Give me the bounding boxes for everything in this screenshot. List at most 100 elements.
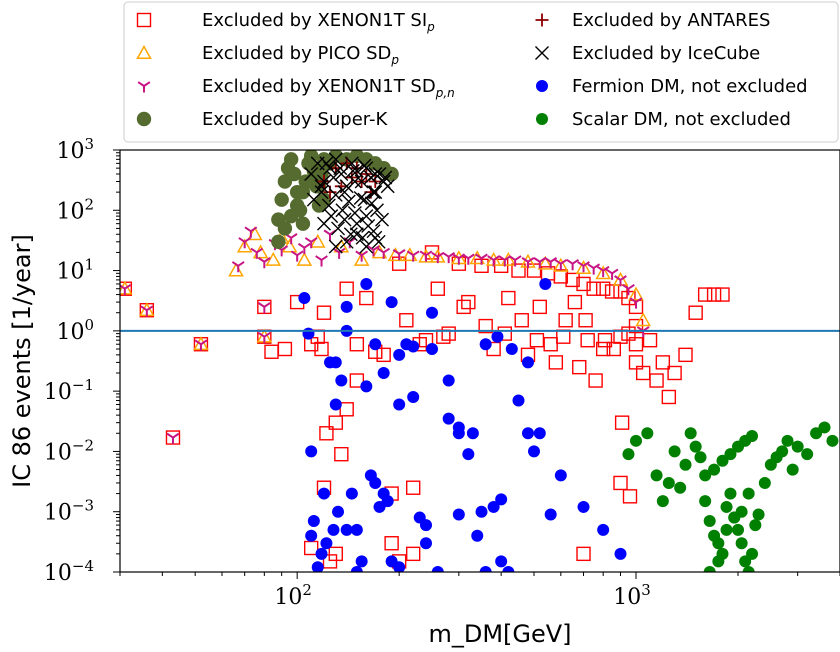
legend: Excluded by XENON1T SIp Excluded by PICO … <box>123 1 839 143</box>
y-axis-label: IC 86 events [1/year] <box>8 234 36 488</box>
data-point <box>479 338 492 351</box>
data-point <box>533 427 546 440</box>
data-point <box>309 233 326 248</box>
data-point <box>577 500 590 513</box>
data-point <box>350 566 363 572</box>
data-point <box>544 257 558 269</box>
data-point <box>475 253 488 265</box>
legend-label: Scalar DM, not excluded <box>572 109 791 130</box>
data-point <box>302 327 315 340</box>
data-point <box>529 332 545 348</box>
data-point <box>749 519 762 532</box>
data-point <box>257 302 271 314</box>
data-point <box>521 356 534 369</box>
data-point <box>283 152 299 167</box>
data-point <box>577 261 590 273</box>
data-point <box>575 260 592 275</box>
data-point <box>614 547 627 560</box>
data-point <box>614 275 627 287</box>
data-point <box>340 523 353 536</box>
data-point <box>668 445 681 458</box>
data-point <box>572 359 587 375</box>
legend-marker <box>536 113 548 125</box>
data-point <box>328 239 343 254</box>
data-point <box>688 305 703 320</box>
data-point <box>367 245 380 257</box>
data-point <box>304 166 319 181</box>
data-point <box>297 242 311 255</box>
data-point <box>604 284 620 299</box>
data-point <box>327 523 340 536</box>
data-point <box>614 415 630 430</box>
series-3 <box>271 150 399 250</box>
data-point <box>662 476 675 489</box>
data-point <box>319 156 334 171</box>
data-point <box>694 451 707 464</box>
data-point <box>708 463 721 476</box>
data-point <box>286 166 302 182</box>
data-point <box>732 523 745 536</box>
data-point <box>265 251 282 266</box>
data-point <box>366 185 381 200</box>
data-point <box>331 221 346 236</box>
data-point <box>343 227 358 242</box>
data-point <box>295 216 311 231</box>
data-point <box>244 226 258 238</box>
data-point <box>364 196 379 211</box>
data-point <box>746 430 759 443</box>
data-point <box>578 313 593 328</box>
data-point <box>385 296 398 309</box>
data-point <box>661 389 677 405</box>
data-point <box>329 398 342 411</box>
data-point <box>508 255 522 267</box>
data-point <box>360 380 373 393</box>
data-point <box>528 445 541 458</box>
y-tick-label: 101 <box>56 256 94 285</box>
data-point <box>475 505 488 518</box>
data-point <box>588 373 603 388</box>
data-point <box>349 337 365 352</box>
data-point <box>556 329 571 344</box>
y-tick-label: 100 <box>56 316 94 345</box>
data-point <box>236 238 253 253</box>
data-point <box>630 434 643 447</box>
data-point <box>505 343 518 356</box>
data-point <box>369 203 384 218</box>
data-point <box>378 170 393 185</box>
data-point <box>735 537 748 550</box>
data-point <box>689 440 702 453</box>
data-point <box>314 341 329 357</box>
data-point <box>328 152 343 167</box>
data-point <box>566 258 580 271</box>
data-point <box>426 306 439 319</box>
legend-item: Excluded by PICO SDp <box>136 43 399 67</box>
data-point <box>716 454 729 467</box>
data-point <box>462 448 475 461</box>
data-point <box>810 427 823 440</box>
data-point <box>377 247 391 259</box>
data-point <box>329 356 342 369</box>
data-point <box>537 255 554 270</box>
plot-frame <box>119 149 840 573</box>
axes: 102 103 103 102 101 100 10−1 10−2 10−3 10−4 <box>44 135 840 610</box>
data-point <box>479 566 492 572</box>
x-axis-label: m_DM[GeV] <box>428 620 571 648</box>
data-point <box>543 337 558 352</box>
data-point <box>576 276 591 292</box>
data-point <box>502 566 515 572</box>
legend-box <box>123 1 839 143</box>
data-point <box>642 332 658 348</box>
data-point <box>353 190 368 205</box>
data-point <box>826 434 839 447</box>
data-point <box>316 305 332 320</box>
data-point <box>514 313 529 328</box>
data-point <box>314 179 329 194</box>
data-point <box>289 198 305 213</box>
data-point <box>471 529 484 542</box>
data-point <box>699 469 712 482</box>
x-tick-label: 103 <box>613 581 651 610</box>
data-point <box>667 365 682 381</box>
data-point <box>586 281 601 296</box>
data-point <box>554 258 568 271</box>
legend-item: Fermion DM, not excluded <box>536 76 808 97</box>
